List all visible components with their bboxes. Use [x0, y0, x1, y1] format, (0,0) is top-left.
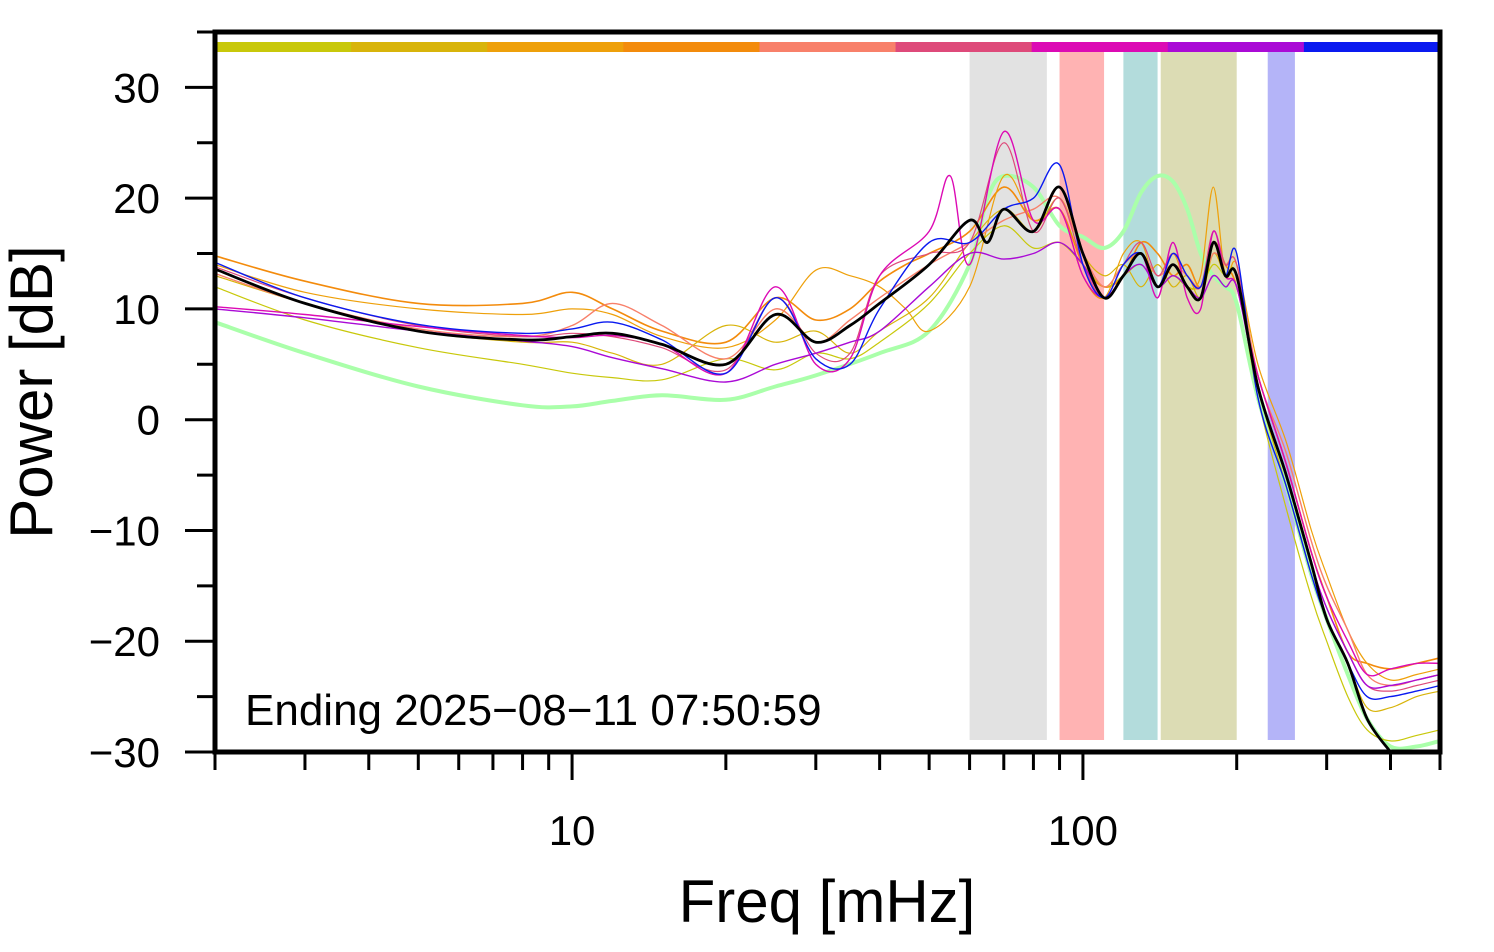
color-bar-segment-3 [487, 42, 624, 52]
color-bar-segment-7 [1031, 42, 1169, 52]
series-line-8 [214, 130, 1441, 677]
series-line-11 [214, 185, 1392, 753]
series-line-2 [214, 186, 1441, 670]
color-bar-segment-9 [1303, 42, 1441, 52]
x-tick-label: 100 [1048, 807, 1118, 854]
shaded-band-4 [1160, 52, 1237, 740]
color-bar-segment-1 [215, 42, 352, 52]
x-tick-label: 10 [549, 807, 596, 854]
y-tick-label: −20 [89, 618, 160, 665]
y-tick-label: 30 [113, 64, 160, 111]
x-axis-label: Freq [mHz] [679, 868, 976, 935]
shaded-bands [969, 52, 1295, 740]
y-tick-label: −10 [89, 507, 160, 554]
y-tick-label: 10 [113, 286, 160, 333]
y-tick-label: −30 [89, 729, 160, 776]
y-axis-ticks: 30 20 10 0 −10 −20 −30 [89, 30, 215, 776]
shaded-band-5 [1267, 52, 1295, 740]
top-color-bar [215, 42, 1441, 52]
plot-frame [212, 29, 1443, 755]
series-line-3 [214, 173, 1441, 681]
y-tick-label: 0 [137, 397, 160, 444]
series-line-9 [214, 241, 1441, 689]
series-line-10 [214, 162, 1441, 700]
shaded-band-1 [969, 52, 1047, 740]
shaded-band-2 [1059, 52, 1105, 740]
shaded-band-3 [1123, 52, 1158, 740]
x-axis-ticks: 10 100 [213, 752, 1442, 854]
y-tick-label: 20 [113, 175, 160, 222]
annotation-text: Ending 2025−08−11 07:50:59 [245, 686, 822, 735]
color-bar-segment-4 [623, 42, 760, 52]
series-line-4 [214, 197, 1441, 713]
series-lines [214, 130, 1441, 753]
color-bar-segment-2 [351, 42, 488, 52]
series-line-7 [214, 142, 1441, 692]
color-bar-segment-5 [759, 42, 897, 52]
color-bar-segment-8 [1167, 42, 1305, 52]
series-line-1 [214, 173, 1441, 751]
series-line-6 [214, 195, 1441, 687]
series-line-5 [214, 225, 1441, 742]
color-bar-segment-6 [895, 42, 1033, 52]
y-axis-label: Power [dB] [0, 245, 65, 538]
